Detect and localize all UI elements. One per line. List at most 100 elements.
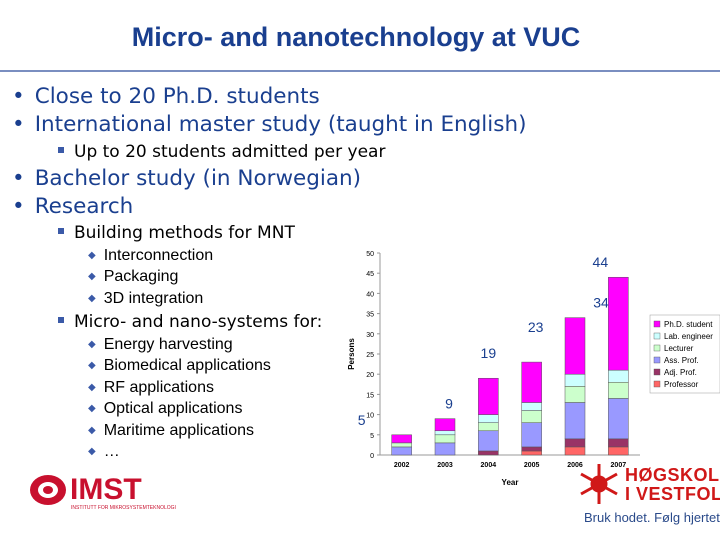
bar-segment <box>564 402 586 440</box>
hive-logo-name: HØGSKOLEN I VESTFOLD <box>625 466 720 504</box>
item-rf-text: RF applications <box>103 379 214 396</box>
legend-label: Professor <box>664 380 699 389</box>
bar-segment <box>434 418 456 432</box>
data-label: 5 <box>358 412 366 428</box>
bar-segment <box>521 450 542 456</box>
item-more-text: … <box>103 443 120 460</box>
bullet-master-text: International master study (taught in En… <box>34 112 527 137</box>
y-tick-label: 50 <box>366 251 374 258</box>
hive-logo-slogan: Bruk hodet. Følg hjertet <box>584 510 720 525</box>
legend-label: Adj. Prof. <box>664 368 697 377</box>
sub-bullet-building-text: Building methods for MNT <box>74 223 295 243</box>
x-tick-label: 2007 <box>611 462 627 469</box>
x-tick-label: 2003 <box>437 462 453 469</box>
sub-bullet-master: Up to 20 students admitted per year <box>58 142 385 162</box>
x-tick-label: 2002 <box>394 462 410 469</box>
bullet-research: • Research <box>12 194 134 219</box>
legend-swatch <box>653 320 661 328</box>
item-optical: ◆ Optical applications <box>88 400 243 417</box>
item-rf: ◆ RF applications <box>88 379 214 396</box>
hive-logo-mark <box>580 464 618 504</box>
data-label: 44 <box>593 254 609 270</box>
bar-segment <box>521 402 542 411</box>
bar-segment <box>564 386 586 403</box>
page-title: Micro- and nanotechnology at VUC <box>131 22 581 52</box>
y-tick-label: 10 <box>366 413 374 420</box>
bar-segment <box>608 438 629 448</box>
bar-segment <box>391 446 412 456</box>
bullet-bachelor-text: Bachelor study (in Norwegian) <box>34 166 362 191</box>
x-axis-label: Year <box>502 478 519 487</box>
bar-segment <box>434 434 456 444</box>
y-tick-label: 40 <box>366 291 374 298</box>
y-tick-label: 5 <box>370 433 374 440</box>
bar-segment <box>564 446 586 456</box>
bullet-phd: • Close to 20 Ph.D. students <box>12 84 320 109</box>
legend-label: Ph.D. student <box>664 320 713 329</box>
data-label: 19 <box>481 345 497 361</box>
imst-logo: IMST INSTITUTT FOR MIKROSYSTEMTEKNOLOGI <box>30 473 176 511</box>
bar-segment <box>478 377 499 415</box>
bar-segment <box>478 450 499 456</box>
bar-segment <box>608 369 629 383</box>
legend-label: Ass. Prof. <box>664 356 699 365</box>
y-tick-label: 0 <box>370 453 374 460</box>
bar-segment <box>608 276 629 371</box>
legend-swatch <box>653 332 661 340</box>
legend-label: Lecturer <box>664 344 694 353</box>
sub-bullet-master-text: Up to 20 students admitted per year <box>74 142 386 162</box>
sub-bullet-systems-text: Micro- and nano-systems for: <box>74 312 323 332</box>
y-tick-label: 35 <box>366 312 374 319</box>
y-tick-label: 45 <box>366 271 374 278</box>
item-packaging: ◆ Packaging <box>88 268 179 285</box>
bar-segment <box>564 373 586 387</box>
item-biomedical-text: Biomedical applications <box>103 357 271 374</box>
y-tick-label: 25 <box>366 352 374 359</box>
item-more: ◆… <box>88 443 120 460</box>
bar-segment <box>478 430 499 452</box>
y-tick-label: 30 <box>366 332 374 339</box>
item-biomedical: ◆ Biomedical applications <box>88 357 271 374</box>
data-label: 23 <box>528 319 544 335</box>
bar-segment <box>391 442 412 448</box>
bar-segment <box>521 422 542 448</box>
item-interconnection: ◆ Interconnection <box>88 247 214 264</box>
hive-logo-line1: HØGSKOLEN <box>625 465 720 485</box>
hive-logo-line2: I VESTFOLD <box>625 484 720 504</box>
data-label: 34 <box>593 295 609 311</box>
item-energy-harvesting: ◆ Energy harvesting <box>88 336 233 353</box>
x-tick-label: 2006 <box>567 462 583 469</box>
bar-segment <box>564 317 586 375</box>
y-axis-label: Persons <box>347 338 356 370</box>
legend-label: Lab. engineer <box>664 332 713 341</box>
bar-segment <box>434 442 456 456</box>
item-3d-integration-text: 3D integration <box>103 290 204 307</box>
bar-segment <box>564 438 586 448</box>
y-tick-label: 20 <box>366 372 374 379</box>
legend-swatch <box>653 344 661 352</box>
item-energy-harvesting-text: Energy harvesting <box>103 336 233 353</box>
bar-segment <box>521 361 542 403</box>
bullet-research-text: Research <box>34 194 134 219</box>
data-label: 9 <box>445 396 453 412</box>
item-maritime: ◆ Maritime applications <box>88 422 254 439</box>
imst-logo-name: IMST <box>70 473 142 506</box>
bar-segment <box>478 414 499 423</box>
legend-swatch <box>653 356 661 364</box>
item-maritime-text: Maritime applications <box>103 422 254 439</box>
legend-swatch <box>653 380 661 388</box>
bar-segment <box>521 446 542 452</box>
sub-bullet-building: Building methods for MNT <box>58 223 295 243</box>
item-packaging-text: Packaging <box>103 268 179 285</box>
bar-segment <box>608 398 629 440</box>
item-optical-text: Optical applications <box>103 400 243 417</box>
bar-segment <box>434 430 456 436</box>
title-divider <box>0 70 720 72</box>
bar-segment <box>608 382 629 399</box>
bar-segment <box>608 446 629 456</box>
item-interconnection-text: Interconnection <box>103 247 214 264</box>
item-3d-integration: ◆ 3D integration <box>88 290 204 307</box>
bullet-phd-text: Close to 20 Ph.D. students <box>34 84 320 109</box>
legend-swatch <box>653 368 661 376</box>
